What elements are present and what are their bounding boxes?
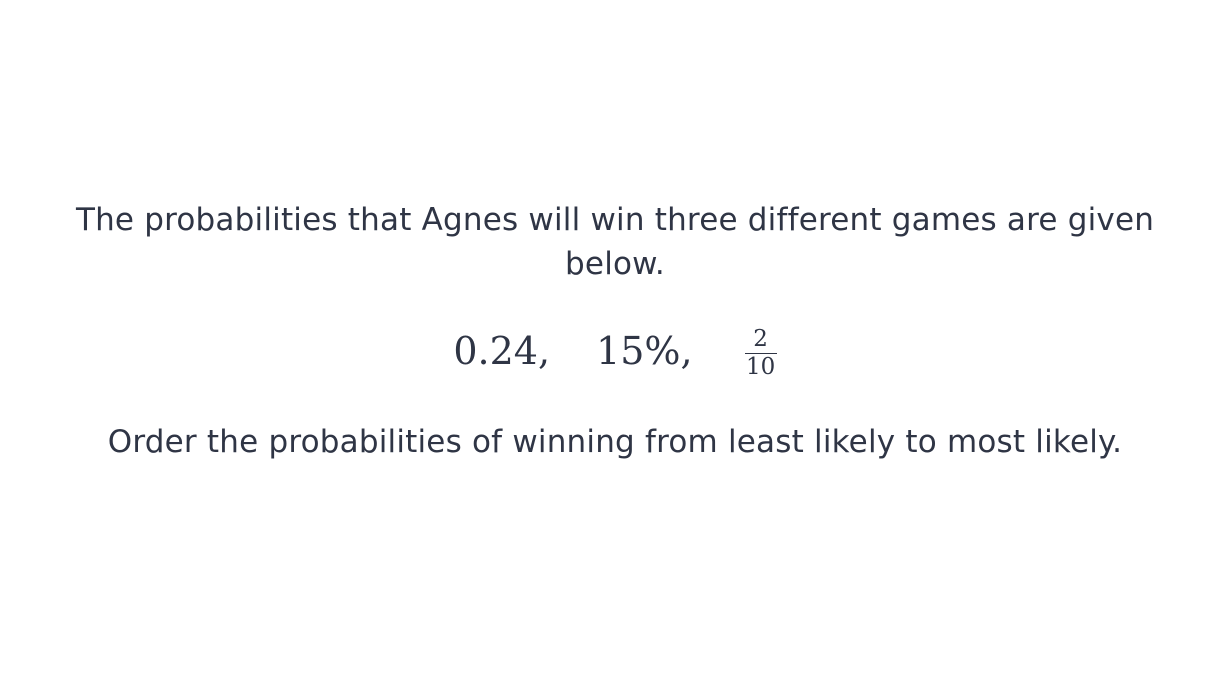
question-prompt-text: Order the probabilities of winning from … — [107, 424, 1123, 460]
probability-percent: 15%, — [596, 329, 693, 373]
probability-values: 0.24, 15%, 2 10 — [0, 314, 1230, 388]
probability-fraction: 2 10 — [744, 326, 777, 380]
fraction-numerator: 2 — [744, 326, 777, 354]
fraction-denominator: 10 — [745, 353, 776, 380]
probability-decimal: 0.24, — [453, 329, 551, 373]
question-card: The probabilities that Agnes will win th… — [0, 198, 1230, 464]
question-intro-text: The probabilities that Agnes will win th… — [75, 202, 1155, 282]
